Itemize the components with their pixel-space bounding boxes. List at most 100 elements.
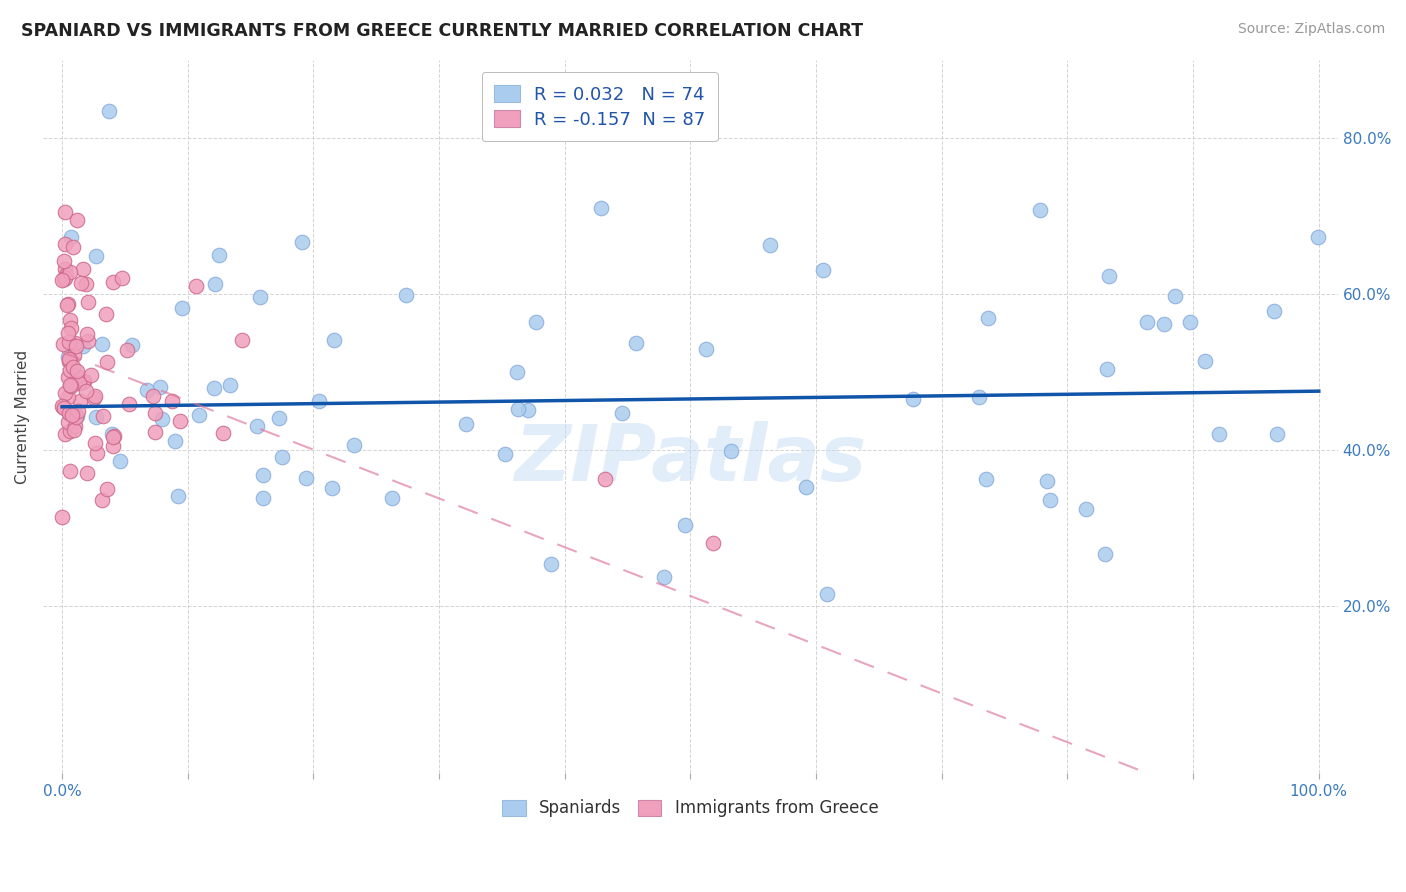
Point	[69, 393, 91, 408]
Point	[65, 339, 87, 353]
Point	[1208, 427, 1230, 442]
Point	[66, 364, 89, 378]
Point	[101, 275, 124, 289]
Point	[246, 418, 269, 433]
Point	[96, 482, 118, 496]
Point	[75, 384, 97, 399]
Point	[149, 380, 172, 394]
Point	[1097, 362, 1119, 376]
Point	[73, 374, 96, 388]
Point	[58, 334, 80, 349]
Point	[65, 409, 87, 424]
Point	[66, 404, 89, 418]
Point	[58, 354, 80, 368]
Point	[58, 326, 80, 340]
Point	[1265, 427, 1288, 442]
Point	[1194, 354, 1216, 368]
Point	[52, 400, 75, 414]
Point	[96, 354, 118, 368]
Point	[63, 423, 86, 437]
Point	[75, 277, 97, 292]
Point	[56, 350, 79, 364]
Point	[111, 270, 134, 285]
Point	[66, 409, 89, 424]
Point	[162, 393, 184, 408]
Point	[53, 254, 76, 268]
Point	[58, 416, 80, 430]
Point	[60, 409, 83, 423]
Point	[53, 236, 76, 251]
Point	[52, 401, 75, 415]
Point	[83, 391, 105, 405]
Point	[91, 336, 114, 351]
Point	[55, 205, 77, 219]
Point	[53, 385, 76, 400]
Point	[702, 536, 724, 550]
Point	[720, 444, 742, 458]
Point	[72, 339, 94, 353]
Point	[977, 310, 1000, 325]
Point	[52, 337, 75, 351]
Point	[294, 471, 316, 485]
Point	[101, 429, 124, 443]
Y-axis label: Currently Married: Currently Married	[15, 350, 30, 483]
Point	[59, 406, 82, 420]
Point	[589, 201, 612, 215]
Point	[59, 425, 82, 439]
Point	[94, 307, 117, 321]
Point	[1136, 315, 1159, 329]
Point	[167, 489, 190, 503]
Point	[58, 405, 80, 419]
Point	[67, 376, 90, 390]
Point	[456, 417, 478, 431]
Point	[51, 399, 73, 413]
Point	[66, 368, 89, 383]
Point	[59, 313, 82, 327]
Point	[118, 397, 141, 411]
Point	[204, 277, 226, 291]
Point	[55, 268, 77, 283]
Point	[794, 480, 817, 494]
Point	[903, 392, 925, 407]
Point	[1074, 501, 1097, 516]
Point	[593, 472, 616, 486]
Point	[91, 409, 114, 423]
Point	[59, 363, 82, 377]
Point	[136, 384, 159, 398]
Point	[252, 467, 274, 482]
Point	[90, 492, 112, 507]
Point	[169, 414, 191, 428]
Point	[1039, 493, 1062, 508]
Point	[308, 393, 330, 408]
Point	[494, 447, 516, 461]
Point	[540, 558, 562, 572]
Point	[516, 402, 538, 417]
Point	[695, 343, 717, 357]
Point	[269, 410, 291, 425]
Point	[150, 412, 173, 426]
Point	[974, 472, 997, 486]
Point	[56, 370, 79, 384]
Point	[506, 365, 529, 379]
Point	[219, 378, 242, 392]
Point	[612, 406, 634, 420]
Point	[170, 301, 193, 316]
Point	[323, 333, 346, 347]
Point	[59, 353, 82, 368]
Point	[815, 587, 838, 601]
Point	[115, 343, 138, 357]
Point	[83, 436, 105, 450]
Point	[343, 438, 366, 452]
Point	[58, 297, 80, 311]
Point	[84, 389, 107, 403]
Point	[1029, 202, 1052, 217]
Point	[967, 390, 990, 404]
Point	[70, 276, 93, 290]
Point	[165, 434, 187, 448]
Point	[103, 429, 125, 443]
Point	[65, 335, 87, 350]
Point	[271, 450, 294, 464]
Point	[53, 270, 76, 285]
Point	[108, 454, 131, 468]
Point	[59, 378, 82, 392]
